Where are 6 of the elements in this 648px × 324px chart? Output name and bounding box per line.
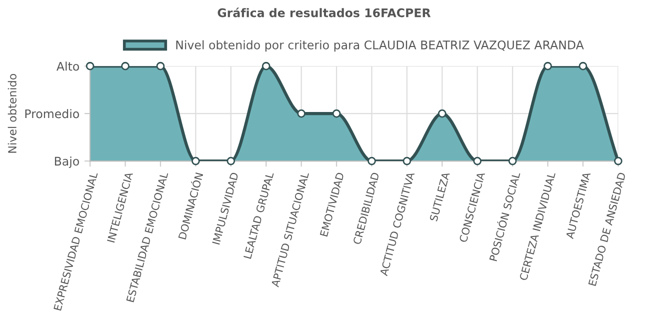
text: Bajo	[54, 156, 80, 168]
chart-title: Gráfica de resultados 16FACPER	[218, 8, 431, 18]
text: Promedio	[25, 109, 80, 118]
text: Alto	[56, 62, 80, 71]
legend-label: Nivel obtenido por criterio para CLAUDIA BEATRIZ VAZQUEZ ARANDA	[176, 40, 584, 52]
y-axis-title: Nivel obtenido	[8, 74, 16, 153]
